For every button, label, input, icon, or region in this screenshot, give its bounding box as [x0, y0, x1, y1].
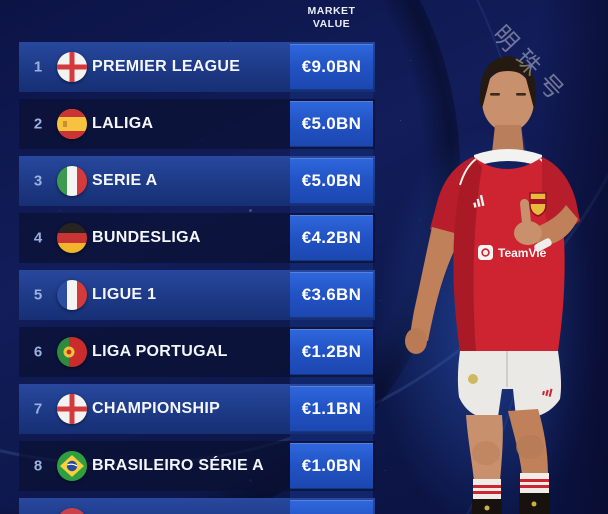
rank-label: 6 — [33, 343, 43, 361]
market-value-column-header: MARKET VALUE — [290, 5, 373, 31]
table-row: 8 BRASILEIRO SÉRIE A €1.0BN — [19, 441, 375, 491]
footballer-photo: TeamVie — [405, 56, 580, 514]
jersey-sponsor-text: TeamVie — [498, 246, 547, 260]
rank-label: 1 — [33, 58, 43, 76]
table-row: 5 LIGUE 1 €3.6BN — [19, 270, 375, 320]
market-value-box: €5.0BN — [290, 158, 373, 204]
table-row: 7 CHAMPIONSHIP €1.1BN — [19, 384, 375, 434]
league-name: PREMIER LEAGUE — [92, 58, 241, 75]
market-value-box: €1.0BN — [290, 443, 373, 489]
table-row: 3 SERIE A €5.0BN — [19, 156, 375, 206]
flag-spain-icon — [57, 109, 87, 139]
flag-france-icon — [57, 280, 87, 310]
market-value-box: €1.2BN — [290, 329, 373, 375]
market-value-box: €4.2BN — [290, 215, 373, 261]
rank-label: 4 — [33, 229, 43, 247]
flag-england-icon — [57, 52, 87, 82]
flag-brazil-icon — [57, 451, 87, 481]
table-row: 2 LALIGA €5.0BN — [19, 99, 375, 149]
league-name: SERIE A — [92, 172, 158, 189]
rank-label: 3 — [33, 172, 43, 190]
rank-label: 5 — [33, 286, 43, 304]
rank-label: 7 — [33, 400, 43, 418]
league-name: LIGUE 1 — [92, 286, 157, 303]
header-line-1: MARKET — [307, 5, 356, 17]
table-row-partial — [19, 498, 375, 514]
flag-portugal-icon — [57, 337, 87, 367]
table-row: 1 PREMIER LEAGUE €9.0BN — [19, 42, 375, 92]
market-value-box: €9.0BN — [290, 44, 373, 90]
league-name: LALIGA — [92, 115, 154, 132]
flag-italy-icon — [57, 166, 87, 196]
market-value-box: €3.6BN — [290, 272, 373, 318]
table-row: 6 LIGA PORTUGAL €1.2BN — [19, 327, 375, 377]
flag-partial-icon — [57, 508, 87, 514]
rank-label: 8 — [33, 457, 43, 475]
table-row: 4 BUNDESLIGA €4.2BN — [19, 213, 375, 263]
flag-england-icon — [57, 394, 87, 424]
flag-germany-icon — [57, 223, 87, 253]
league-name: LIGA PORTUGAL — [92, 343, 228, 360]
market-value-box: €1.1BN — [290, 386, 373, 432]
market-value-box — [290, 500, 373, 514]
market-value-box: €5.0BN — [290, 101, 373, 147]
league-name: BUNDESLIGA — [92, 229, 201, 246]
rank-label: 2 — [33, 115, 43, 133]
header-line-2: VALUE — [312, 18, 351, 30]
league-name: BRASILEIRO SÉRIE A — [92, 457, 264, 474]
league-name: CHAMPIONSHIP — [92, 400, 221, 417]
